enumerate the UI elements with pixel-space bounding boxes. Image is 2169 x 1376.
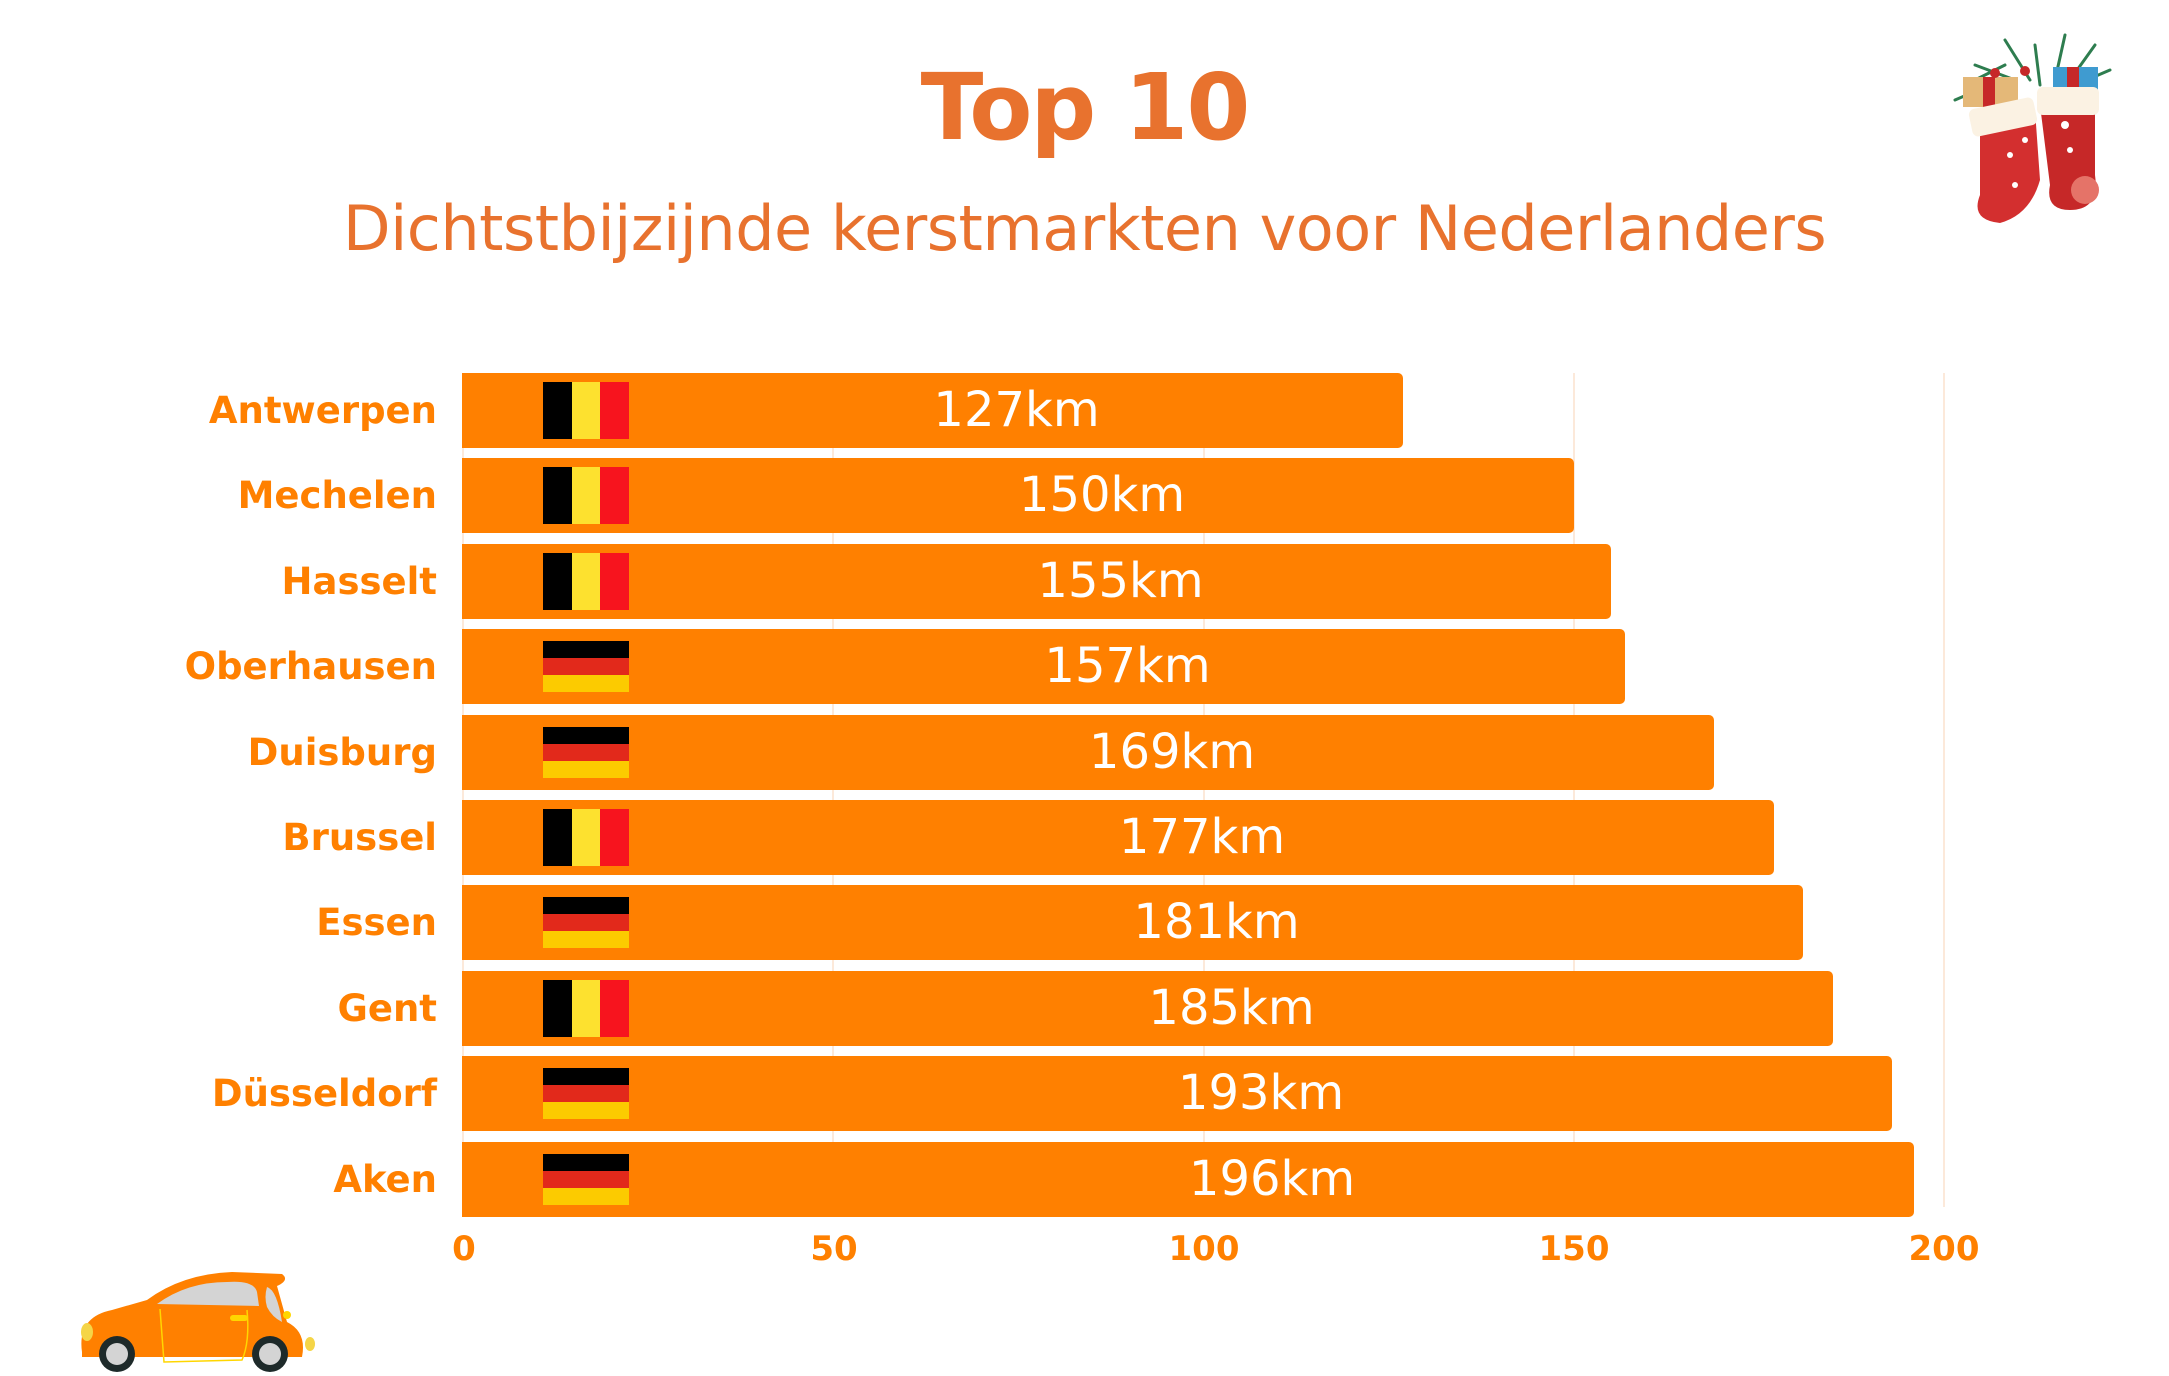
gridline xyxy=(462,373,464,1207)
bar-value-label: 193km xyxy=(1177,1065,1345,1121)
bar-value-label: 150km xyxy=(1018,467,1186,523)
bar-value-label: 181km xyxy=(1133,894,1300,950)
bar-chart-plot: 127km 150km 155km 157km 169km 177km 181km 185km… xyxy=(462,373,1945,1217)
bar-mechelen: 150km xyxy=(462,458,1574,533)
bar-antwerpen: 127km xyxy=(462,373,1403,448)
bar-value-label: 157km xyxy=(1044,638,1211,694)
category-label: Düsseldorf xyxy=(211,1072,437,1115)
belgium-flag-icon xyxy=(543,809,630,866)
bar-value-label: 127km xyxy=(933,382,1100,438)
category-label: Gent xyxy=(337,987,438,1030)
gridline xyxy=(1203,373,1205,1207)
bar-value-label: 196km xyxy=(1188,1151,1356,1207)
germany-flag-icon xyxy=(543,727,629,778)
germany-flag-icon xyxy=(543,1154,629,1205)
category-label: Essen xyxy=(316,901,437,944)
bar-value-label: 185km xyxy=(1148,980,1315,1036)
gridline xyxy=(1573,373,1575,1207)
bar-brussel: 177km xyxy=(462,800,1774,875)
belgium-flag-icon xyxy=(543,553,630,610)
bar-value-label: 169km xyxy=(1088,724,1256,780)
category-label: Aken xyxy=(333,1158,437,1201)
x-tick-label: 100 xyxy=(1168,1229,1240,1269)
bar-düsseldorf: 193km xyxy=(462,1056,1892,1131)
germany-flag-icon xyxy=(543,641,629,692)
bar-value-label: 155km xyxy=(1037,553,1204,609)
bar-gent: 185km xyxy=(462,971,1833,1046)
gridline xyxy=(832,373,834,1207)
x-tick-label: 50 xyxy=(810,1229,858,1269)
category-label: Antwerpen xyxy=(208,389,437,432)
gridline xyxy=(1943,373,1945,1207)
x-tick-label: 150 xyxy=(1538,1229,1610,1269)
bar-essen: 181km xyxy=(462,885,1803,960)
category-label: Mechelen xyxy=(237,474,437,517)
category-label: Hasselt xyxy=(281,560,437,603)
belgium-flag-icon xyxy=(543,382,630,439)
bar-value-label: 177km xyxy=(1118,809,1286,865)
car-icon xyxy=(81,1272,315,1372)
x-tick-label: 200 xyxy=(1908,1229,1980,1269)
germany-flag-icon xyxy=(543,1068,629,1119)
chart-title: Top 10 xyxy=(920,54,1251,161)
belgium-flag-icon xyxy=(543,467,630,524)
category-label: Brussel xyxy=(282,816,437,859)
category-label: Duisburg xyxy=(247,731,437,774)
bar-duisburg: 169km xyxy=(462,715,1714,790)
germany-flag-icon xyxy=(543,897,629,948)
bar-aken: 196km xyxy=(462,1142,1914,1217)
bar-hasselt: 155km xyxy=(462,544,1611,619)
category-label: Oberhausen xyxy=(184,645,437,688)
bar-oberhausen: 157km xyxy=(462,629,1625,704)
christmas-stockings-icon xyxy=(1953,33,2112,223)
chart-subtitle: Dichtstbijzijnde kerstmarkten voor Neder… xyxy=(342,192,1827,265)
belgium-flag-icon xyxy=(543,980,630,1037)
x-tick-label: 0 xyxy=(452,1229,476,1269)
